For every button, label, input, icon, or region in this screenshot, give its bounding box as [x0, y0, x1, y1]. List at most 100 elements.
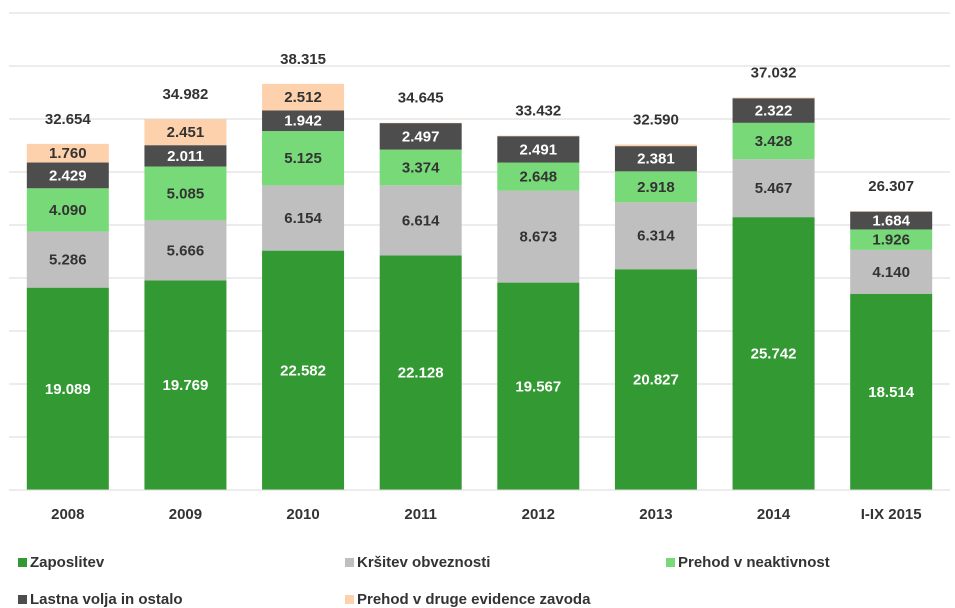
- data-label: 6.314: [637, 228, 675, 245]
- data-label: 1.760: [49, 145, 87, 162]
- x-tick-label: 2013: [639, 506, 672, 523]
- bar-segment: [26, 143, 109, 163]
- bar-segment: [732, 122, 815, 160]
- data-label: 1.942: [284, 113, 322, 130]
- bar-segment: [26, 188, 109, 232]
- data-label: 22.128: [398, 365, 444, 382]
- bar-segment: [144, 145, 227, 167]
- x-tick-label: 2008: [51, 506, 84, 523]
- bar-segment: [850, 293, 933, 490]
- total-label: 38.315: [280, 51, 326, 68]
- data-label: 5.085: [167, 185, 205, 202]
- data-label: 2.429: [49, 167, 87, 184]
- data-label: 19.567: [515, 378, 561, 395]
- data-label: 2.491: [520, 141, 558, 158]
- legend-label: Kršitev obveznosti: [357, 554, 490, 571]
- total-label: 37.032: [751, 64, 797, 81]
- data-label: 22.582: [280, 362, 326, 379]
- data-label: 2.322: [755, 103, 793, 120]
- data-label: 20.827: [633, 372, 679, 389]
- bar-segment: [144, 166, 227, 221]
- bar-segment: [497, 190, 580, 283]
- data-label: 6.614: [402, 212, 440, 229]
- data-label: 19.089: [45, 381, 91, 398]
- data-label: 3.428: [755, 133, 793, 150]
- bar-segment: [732, 98, 815, 123]
- total-label: 32.590: [633, 112, 679, 129]
- bar-segment: [497, 135, 580, 137]
- bar-segment: [262, 185, 345, 251]
- legend-swatch: [18, 558, 27, 567]
- legend-label: Prehod v druge evidence zavoda: [357, 591, 591, 608]
- bar-segment: [379, 255, 462, 490]
- bar-segment: [614, 269, 697, 490]
- total-label: 34.982: [162, 86, 208, 103]
- bar-segment: [262, 131, 345, 186]
- bar-segment: [379, 123, 462, 150]
- bar-segment: [614, 144, 697, 147]
- bar-segment: [497, 282, 580, 490]
- bar-segment: [144, 280, 227, 490]
- x-tick-label: 2011: [404, 506, 437, 523]
- bar-segment: [26, 231, 109, 288]
- bar-segment: [262, 250, 345, 490]
- data-label: 3.374: [402, 159, 440, 176]
- legend-label: Lastna volja in ostalo: [30, 591, 183, 608]
- data-label: 2.381: [637, 151, 675, 168]
- data-label: 5.125: [284, 150, 322, 167]
- data-label: 25.742: [751, 346, 797, 363]
- x-tick-label: 2012: [522, 506, 555, 523]
- data-label: 18.514: [868, 384, 915, 401]
- bar-segment: [732, 217, 815, 490]
- bar-segment: [850, 229, 933, 250]
- data-label: 1.926: [872, 232, 910, 249]
- x-tick-label: 2010: [286, 506, 319, 523]
- bar-segment: [732, 159, 815, 218]
- total-label: 26.307: [868, 178, 914, 195]
- legend-swatch: [666, 558, 675, 567]
- legend-label: Zaposlitev: [30, 554, 105, 571]
- data-label: 2.497: [402, 128, 440, 145]
- bar-segment: [497, 162, 580, 191]
- data-label: 4.090: [49, 202, 87, 219]
- data-label: 2.918: [637, 179, 675, 196]
- x-tick-label: 2014: [757, 506, 791, 523]
- data-label: 4.140: [872, 264, 910, 281]
- data-label: 5.467: [755, 180, 793, 197]
- bar-segment: [26, 287, 109, 490]
- bar-segment: [850, 211, 933, 230]
- legend-swatch: [18, 595, 27, 604]
- data-label: 8.673: [520, 229, 558, 246]
- total-label: 34.645: [398, 90, 444, 107]
- bar-segment: [144, 119, 227, 146]
- bar-segment: [850, 249, 933, 294]
- bar-segment: [614, 202, 697, 270]
- data-label: 19.769: [162, 377, 208, 394]
- bar-segment: [144, 220, 227, 281]
- x-tick-label: I-IX 2015: [861, 506, 922, 523]
- bar-segment: [262, 110, 345, 132]
- bar-segment: [262, 83, 345, 111]
- bar-segment: [379, 149, 462, 186]
- data-label: 2.648: [520, 169, 558, 186]
- total-label: 32.654: [45, 111, 92, 128]
- data-label: 2.011: [167, 148, 204, 165]
- bar-segment: [497, 136, 580, 163]
- x-tick-label: 2009: [169, 506, 202, 523]
- data-label: 1.684: [872, 212, 910, 229]
- data-label: 2.512: [284, 89, 322, 106]
- bar-segment: [26, 162, 109, 189]
- bar-segment: [379, 185, 462, 256]
- data-label: 6.154: [284, 210, 322, 227]
- bar-segment: [614, 171, 697, 203]
- bar-segment: [732, 97, 815, 99]
- bar-segment: [614, 146, 697, 172]
- data-label: 5.286: [49, 252, 87, 269]
- data-label: 5.666: [167, 242, 205, 259]
- legend-swatch: [345, 558, 354, 567]
- total-label: 33.432: [515, 103, 561, 120]
- legend-swatch: [345, 595, 354, 604]
- data-label: 2.451: [167, 124, 205, 141]
- legend-label: Prehod v neaktivnost: [678, 554, 830, 571]
